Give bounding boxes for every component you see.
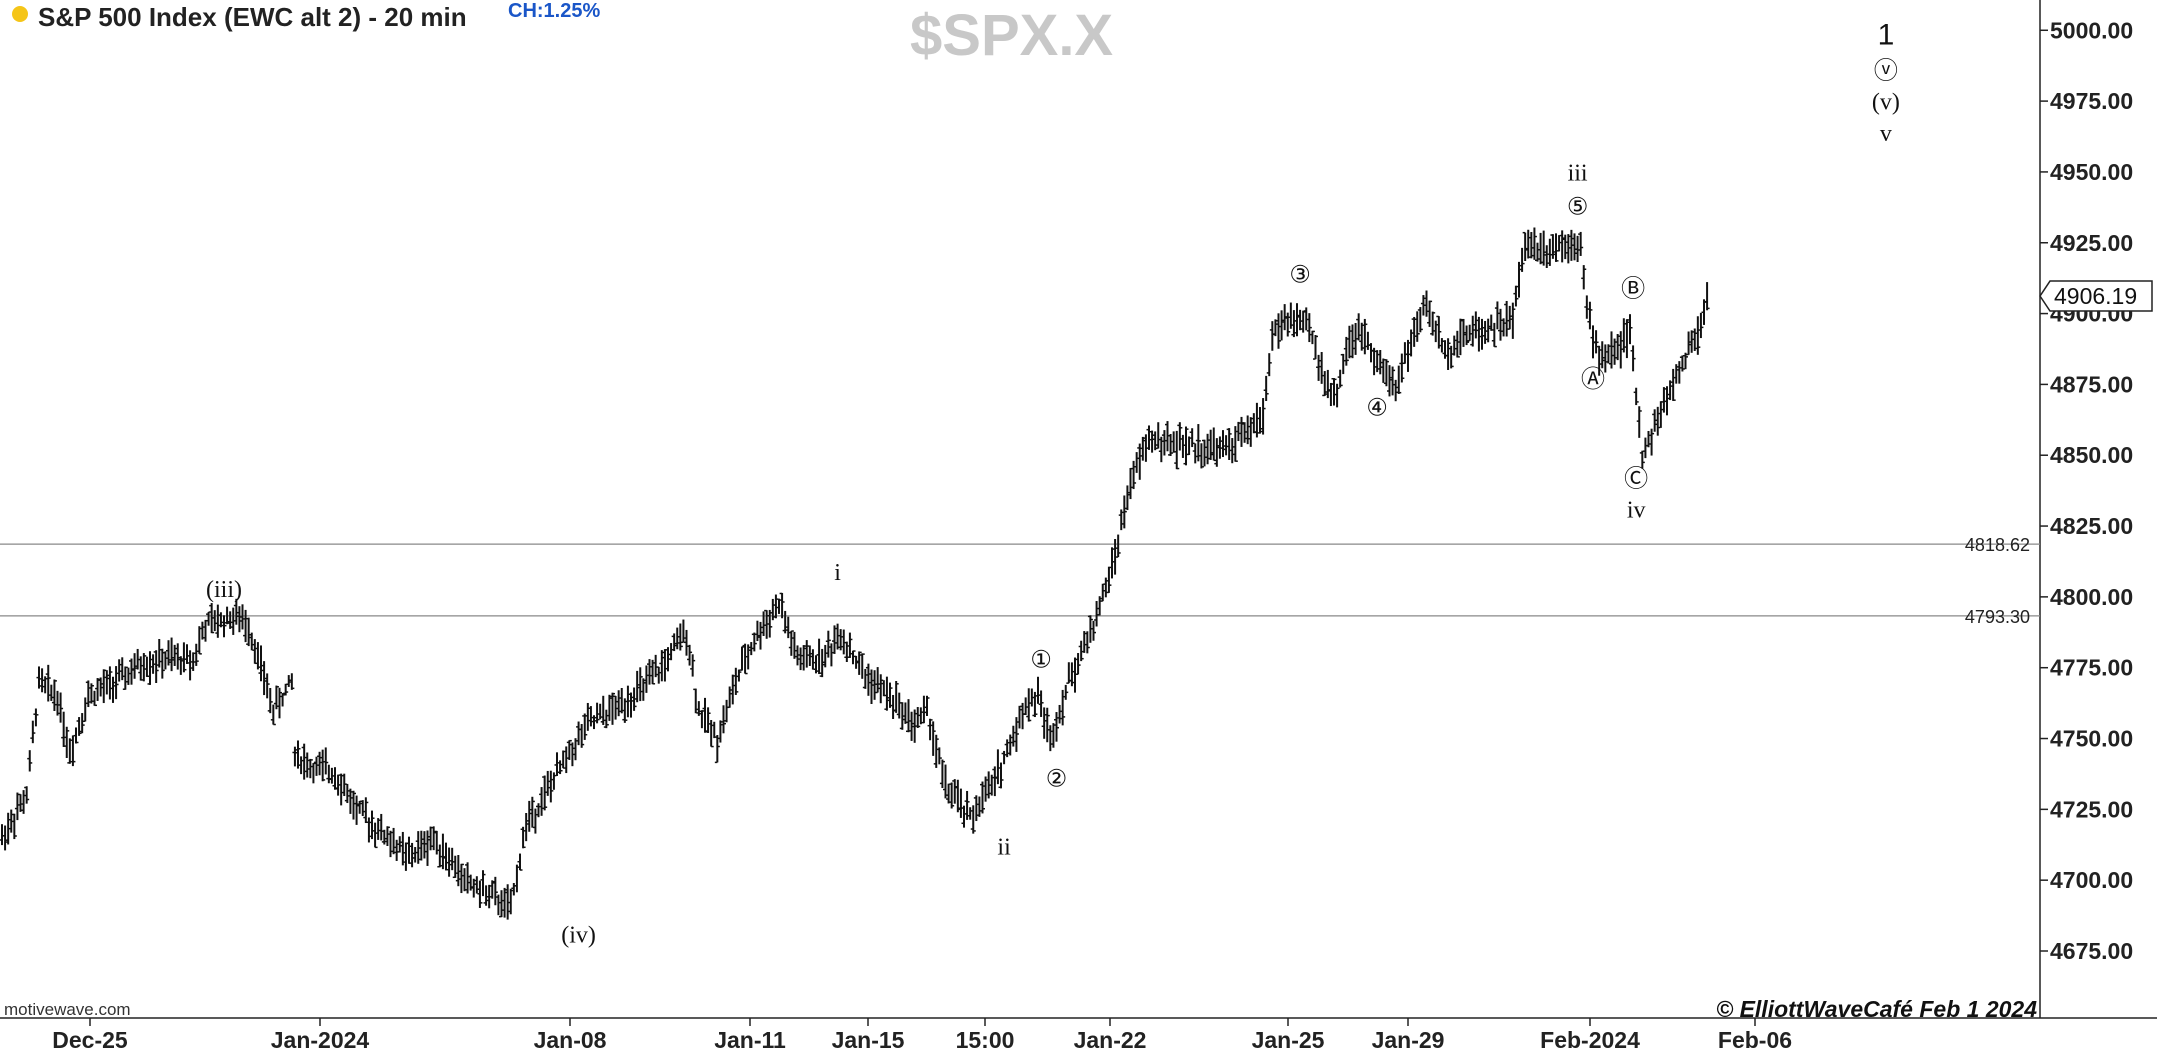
x-tick-label: Jan-22 [1074,1027,1147,1053]
y-tick-label: 4825.00 [2050,513,2133,539]
wave-label: ④ [1366,396,1388,422]
wave-label: ③ [1289,262,1311,288]
wave-label: i [834,560,841,586]
y-tick-label: 4775.00 [2050,655,2133,681]
wave-label: iii [1568,160,1588,186]
x-tick-label: 15:00 [956,1027,1015,1053]
x-tick-label: Dec-25 [52,1027,128,1053]
wave-label: ⑤ [1567,194,1589,220]
change-label: CH:1.25% [508,0,601,22]
current-price-box [2039,280,2153,312]
symbol-watermark: $SPX.X [910,3,1114,68]
reference-line-label: 4793.30 [1965,607,2030,627]
chart-title: S&P 500 Index (EWC alt 2) - 20 min [38,2,467,32]
wave-label: Ⓒ [1624,465,1648,492]
wave-label: Ⓐ [1581,366,1605,393]
status-dot [12,6,28,22]
wave-label: v [1880,121,1892,147]
current-price-label: 4906.19 [2054,283,2137,309]
wave-label: ② [1046,767,1068,793]
y-tick-label: 4750.00 [2050,726,2133,752]
y-tick-label: 4700.00 [2050,867,2133,893]
wave-label: 1 [1878,18,1895,51]
y-tick-label: 4850.00 [2050,442,2133,468]
wave-label: ii [997,835,1011,861]
wave-label: Ⓑ [1621,276,1645,303]
source-label: motivewave.com [4,1000,131,1019]
current-price-tag: 4906.19 [2039,280,2153,312]
wave-label: ① [1030,648,1052,674]
x-tick-label: Feb-06 [1718,1027,1792,1053]
y-tick-label: 4950.00 [2050,159,2133,185]
y-tick-label: 4725.00 [2050,796,2133,822]
x-tick-label: Jan-2024 [271,1027,370,1053]
wave-label: (iv) [561,923,596,949]
wave-label: (iii) [206,577,242,603]
reference-line-label: 4818.62 [1965,535,2030,555]
y-tick-label: 4800.00 [2050,584,2133,610]
copyright-label: © ElliottWaveCafé Feb 1 2024 [1716,996,2037,1022]
y-tick-label: 4925.00 [2050,230,2133,256]
x-tick-label: Feb-2024 [1540,1027,1640,1053]
y-tick-label: 5000.00 [2050,17,2133,43]
y-tick-label: 4975.00 [2050,88,2133,114]
x-tick-label: Jan-15 [832,1027,905,1053]
y-tick-label: 4675.00 [2050,938,2133,964]
x-tick-label: Jan-08 [534,1027,607,1053]
wave-label: ⓥ [1874,57,1898,84]
wave-label: (v) [1872,90,1900,116]
y-tick-label: 4875.00 [2050,371,2133,397]
wave-label: iv [1627,498,1646,524]
x-tick-label: Jan-11 [714,1027,786,1053]
x-tick-label: Jan-29 [1372,1027,1445,1053]
x-tick-label: Jan-25 [1252,1027,1325,1053]
